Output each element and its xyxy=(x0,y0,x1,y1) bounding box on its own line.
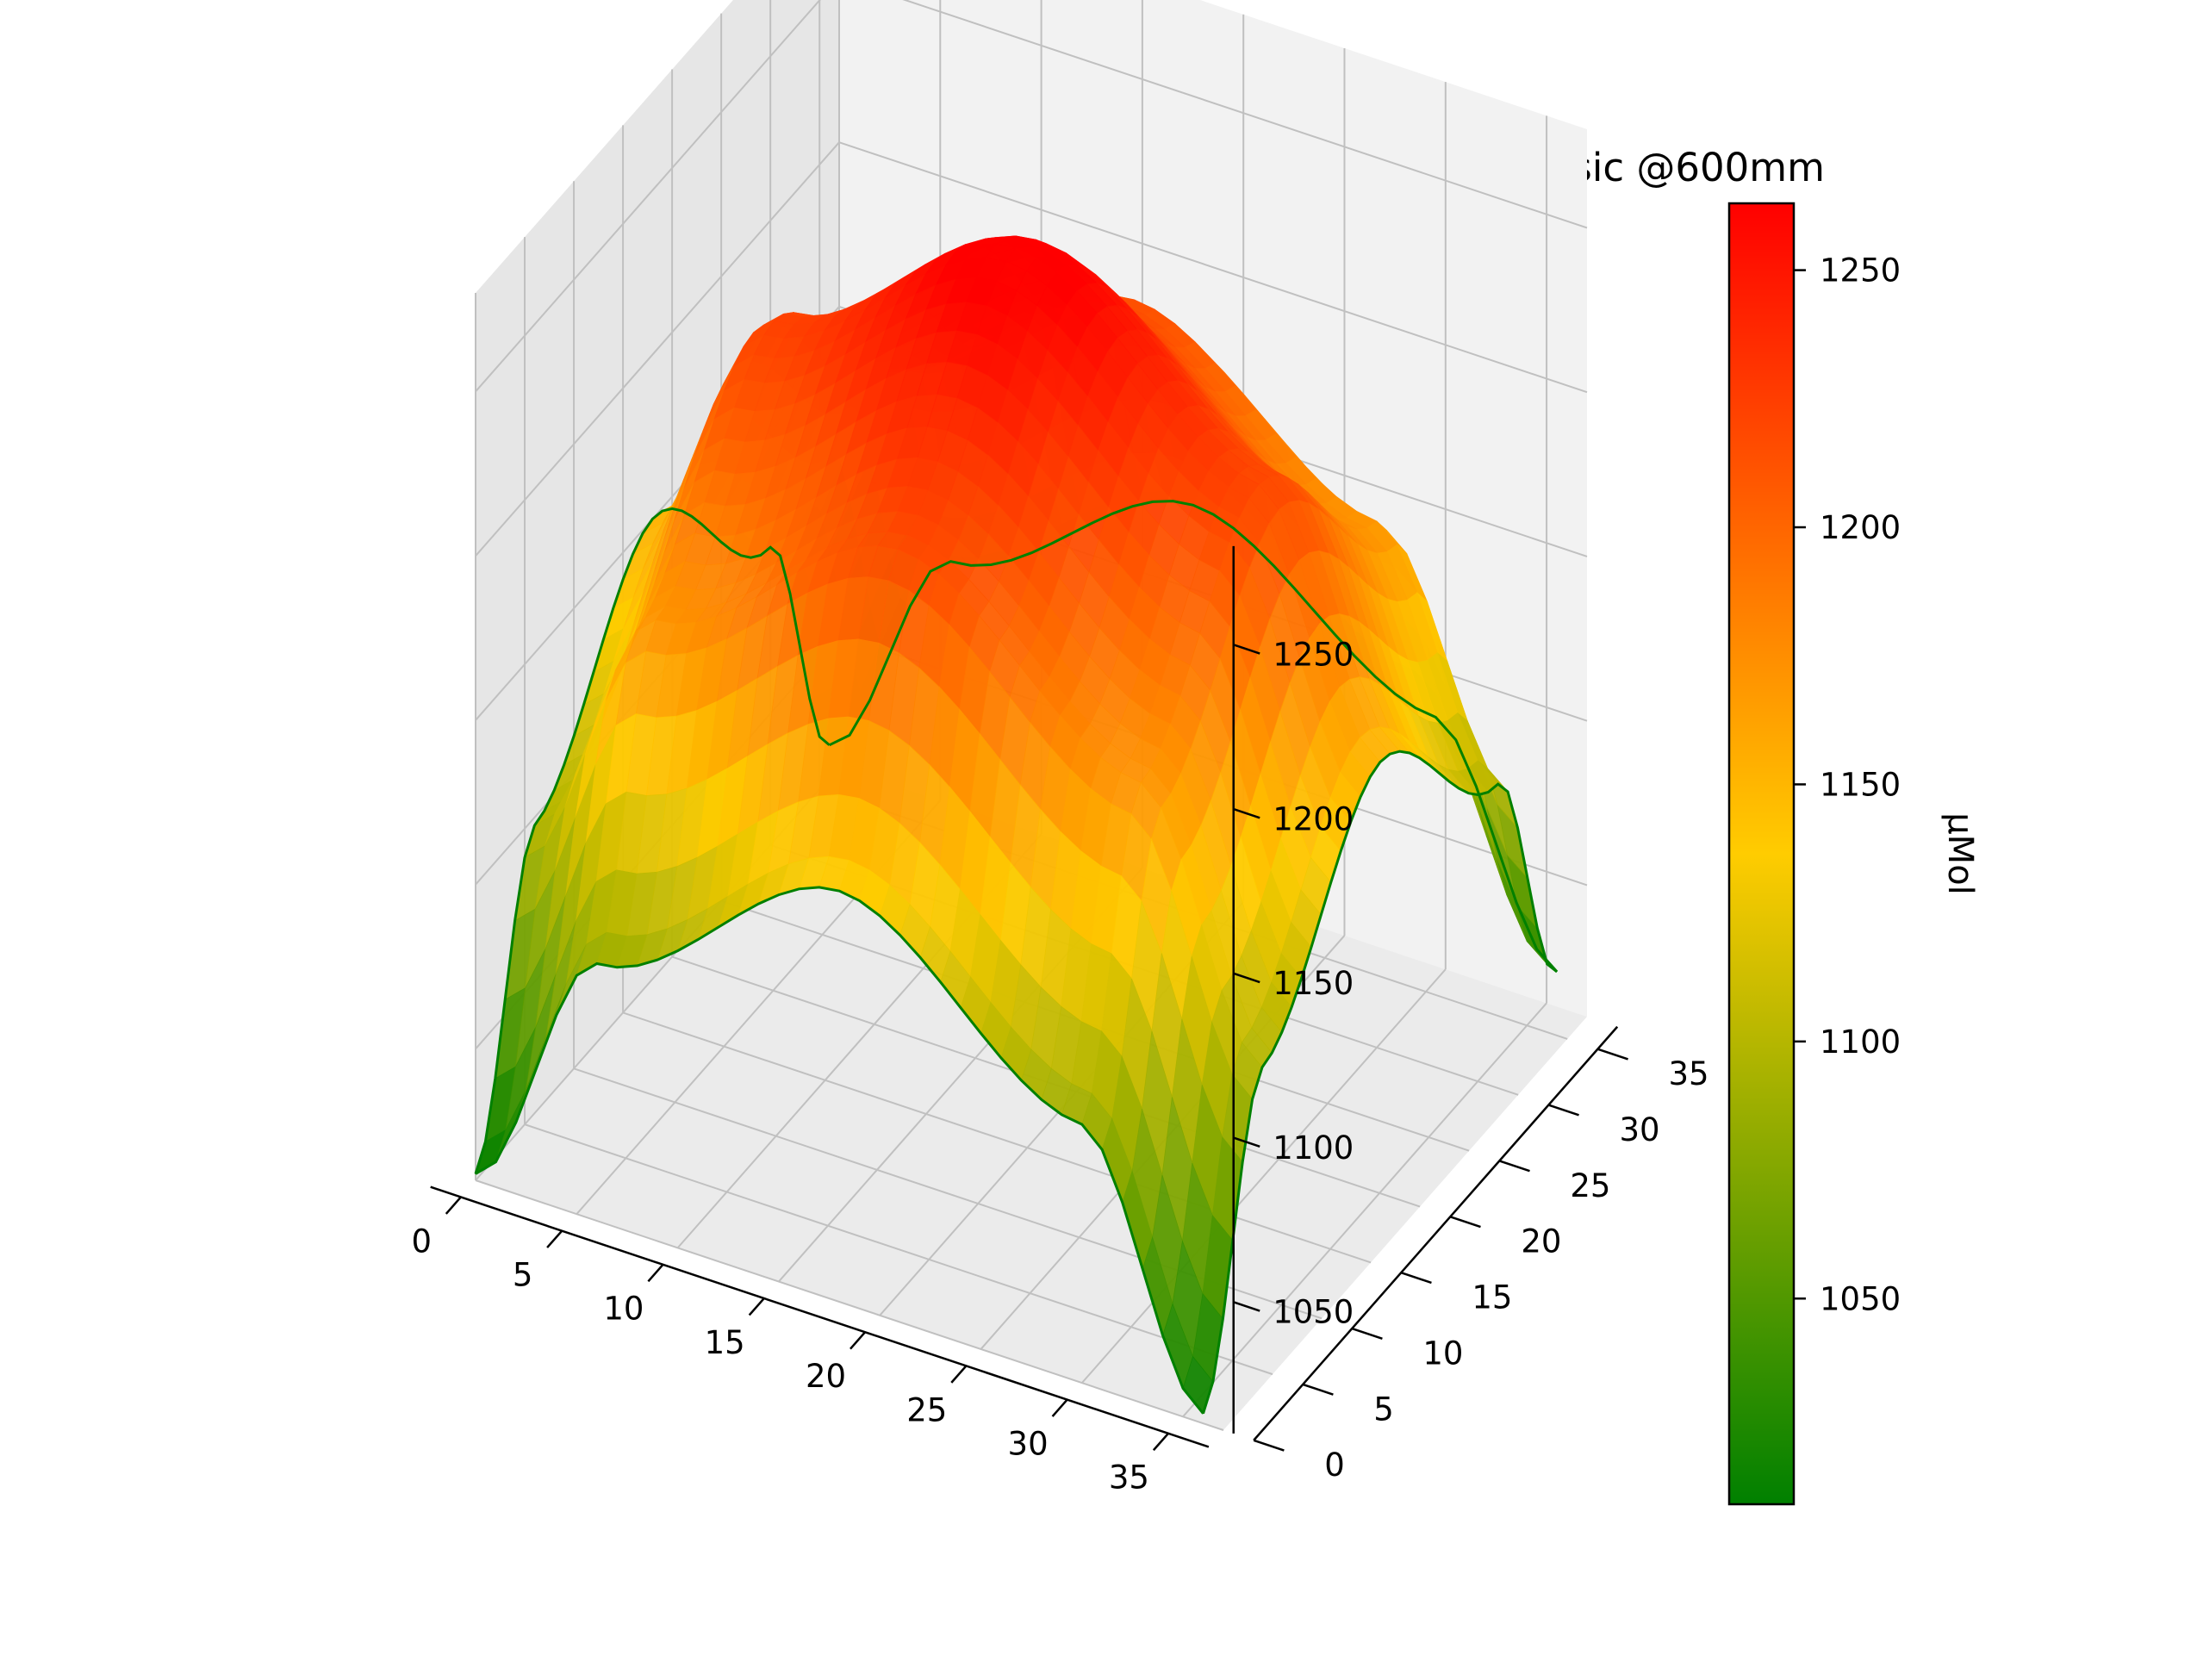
y-tick-label: 5 xyxy=(1373,1391,1394,1428)
left-grid-z xyxy=(475,141,840,557)
y-tick xyxy=(1351,1327,1383,1340)
z-tick xyxy=(1233,1136,1260,1148)
y-tick xyxy=(1253,1439,1285,1452)
x-tick-label: 30 xyxy=(1008,1426,1049,1463)
x-tick-label: 15 xyxy=(705,1324,745,1361)
colorbar-tick-label: 1250 xyxy=(1820,252,1901,289)
z-tick-label: 1150 xyxy=(1273,965,1354,1002)
floor-grid-y xyxy=(475,1179,1224,1431)
z-tick xyxy=(1233,807,1260,819)
y-tick-label: 25 xyxy=(1570,1167,1610,1204)
y-tick-label: 15 xyxy=(1472,1279,1512,1316)
z-tick-label: 1200 xyxy=(1273,800,1354,837)
x-tick xyxy=(748,1297,765,1316)
x-tick xyxy=(950,1365,968,1384)
y-tick-label: 30 xyxy=(1620,1111,1660,1148)
surface-plot xyxy=(474,235,1559,1415)
z-tick xyxy=(1233,972,1260,984)
back-grid-z xyxy=(838,141,1588,394)
floor-grid-x xyxy=(1081,968,1447,1384)
x-tick-label: 35 xyxy=(1109,1459,1149,1496)
colorbar-tick-label: 1150 xyxy=(1820,766,1901,803)
y-tick-label: 20 xyxy=(1521,1223,1561,1260)
x-tick xyxy=(850,1331,867,1350)
y-tick xyxy=(1547,1104,1579,1117)
y-tick xyxy=(1449,1216,1481,1229)
back-grid-z xyxy=(902,0,1588,229)
x-tick-label: 20 xyxy=(806,1358,846,1395)
colorbar-tick-label: 1200 xyxy=(1820,509,1901,546)
z-tick-label: 1250 xyxy=(1273,637,1354,674)
left-grid-z xyxy=(475,0,821,393)
colorbar-gradient xyxy=(1727,202,1796,1506)
edge-xmax xyxy=(1202,750,1559,1415)
surface-edges xyxy=(474,500,1559,1415)
y-tick xyxy=(1596,1048,1628,1061)
x-tick xyxy=(647,1264,664,1283)
floor-grid-y xyxy=(524,1123,1273,1376)
y-tick xyxy=(1302,1383,1334,1396)
z-tick-label: 1050 xyxy=(1273,1294,1354,1331)
x-tick-label: 25 xyxy=(906,1391,947,1428)
colorbar-tick-label: 1100 xyxy=(1820,1024,1901,1061)
y-axis-line xyxy=(1253,1025,1619,1441)
x-tick xyxy=(1152,1432,1169,1452)
floor-grid-x xyxy=(1182,1002,1547,1417)
y-tick-label: 10 xyxy=(1422,1335,1463,1372)
colorbar: µMol 1050 1100 1150 1200 1250 xyxy=(1727,202,1980,1506)
z-tick xyxy=(1233,1301,1260,1312)
x-tick xyxy=(445,1196,462,1215)
floor-grid-y xyxy=(622,1011,1372,1264)
x-axis-line xyxy=(430,1185,1210,1448)
x-tick-label: 10 xyxy=(603,1291,644,1328)
x-tick xyxy=(546,1229,563,1248)
z-tick xyxy=(1233,644,1260,655)
y-tick-label: 0 xyxy=(1324,1447,1345,1484)
edge-y0 xyxy=(475,886,1204,1415)
y-tick-label: 35 xyxy=(1669,1055,1709,1092)
colorbar-tick-label: 1050 xyxy=(1820,1280,1901,1317)
colorbar-label: µMol xyxy=(1940,812,1980,895)
x-tick-label: 0 xyxy=(412,1223,433,1260)
z-tick-label: 1100 xyxy=(1273,1129,1354,1167)
x-tick xyxy=(1051,1398,1068,1417)
edge-x0 xyxy=(474,507,831,1174)
y-tick xyxy=(1498,1160,1530,1173)
x-tick-label: 5 xyxy=(513,1257,533,1294)
y-tick xyxy=(1400,1271,1432,1285)
edge-ymax xyxy=(828,500,1559,973)
